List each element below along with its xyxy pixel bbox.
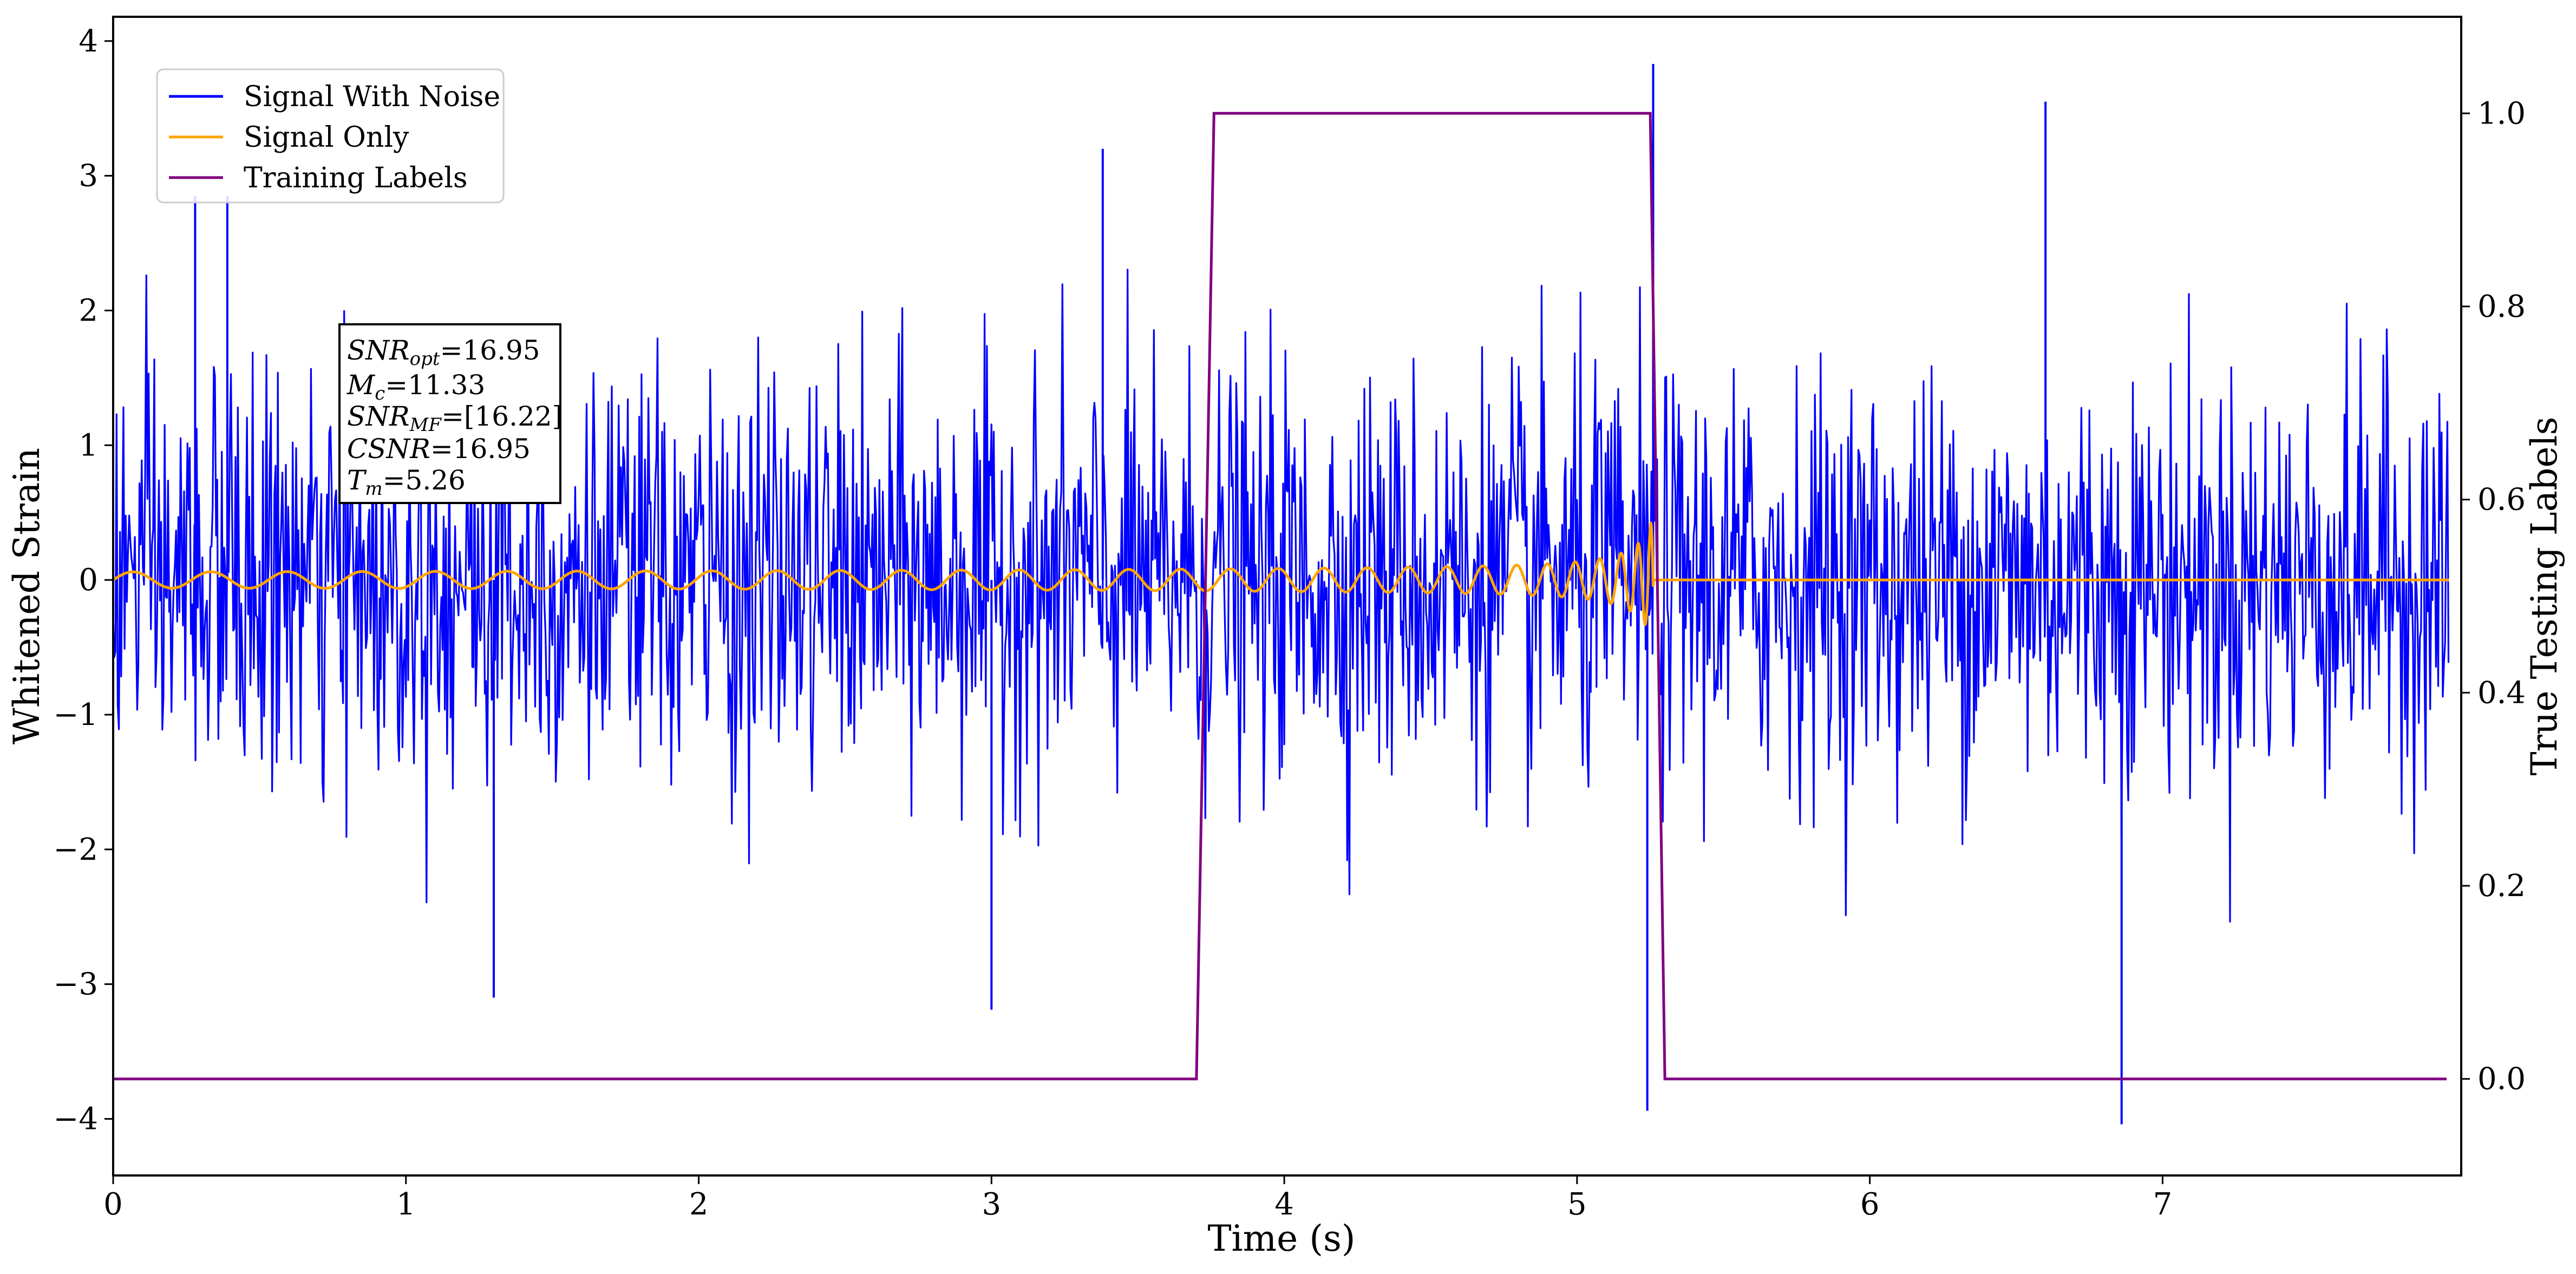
annotation-box: SNRopt=16.95 Mc=11.33 SNRMF=[16.22] CSNR…	[338, 323, 563, 504]
legend: Signal With Noise Signal Only Training L…	[156, 68, 505, 204]
x-tick-label: 6	[1860, 1187, 1880, 1222]
x-tick-label: 2	[689, 1187, 709, 1222]
y-axis-title: Whitened Strain	[6, 448, 48, 744]
y-tick-label: 1	[79, 428, 98, 463]
plot-frame	[112, 16, 2462, 1177]
y-tick-label: −2	[53, 832, 98, 867]
y2-tick-label: 0.4	[2477, 675, 2526, 710]
x-tick-label: 5	[1567, 1187, 1587, 1222]
signal-only-line	[113, 521, 2450, 626]
y-tick-label: 0	[79, 563, 98, 598]
y2-tick-label: 0.8	[2477, 289, 2526, 324]
y-tick-label: −1	[53, 697, 98, 733]
y-tick-label: 3	[79, 159, 98, 194]
legend-label-training-labels: Training Labels	[244, 162, 468, 194]
x-axis: 0 1 2 3 4 5 6 7	[103, 1175, 2172, 1222]
annotation-line-snr-opt: SNRopt=16.95	[347, 335, 540, 370]
y-tick-label: −3	[53, 967, 98, 1002]
y2-tick-label: 0.6	[2477, 482, 2526, 518]
y-tick-label: −4	[53, 1101, 98, 1136]
y-tick-label: 2	[79, 293, 98, 328]
y2-tick-label: 0.0	[2477, 1062, 2526, 1097]
annotation-frame	[338, 323, 561, 504]
series-signal-only	[113, 521, 2450, 626]
x-axis-title: Time (s)	[1207, 1218, 1355, 1259]
x-tick-label: 1	[396, 1187, 416, 1222]
training-labels-line	[113, 112, 2447, 1081]
x-tick-label: 7	[2153, 1187, 2173, 1222]
series-training-labels	[113, 112, 2447, 1081]
annotation-line-merger-time: Tm=5.26	[347, 465, 466, 500]
annotation-line-snr-mf: SNRMF=[16.22]	[347, 401, 563, 436]
x-tick-label: 3	[982, 1187, 1001, 1222]
x-tick-label: 0	[103, 1187, 123, 1222]
x-tick-label: 4	[1274, 1187, 1294, 1222]
annotation-line-csnr: CSNR=16.95	[347, 433, 531, 465]
legend-label-signal-only: Signal Only	[244, 121, 409, 154]
y-axis-left: −4 −3 −2 −1 0 1 2 3 4	[53, 24, 113, 1136]
y2-tick-label: 1.0	[2477, 96, 2526, 131]
legend-label-signal-with-noise: Signal With Noise	[244, 81, 500, 113]
y2-axis-title: True Testing Labels	[2523, 417, 2565, 776]
annotation-line-chirp-mass: Mc=11.33	[346, 369, 485, 404]
legend-box	[156, 68, 505, 204]
y-tick-label: 4	[79, 24, 98, 59]
y-axis-right: 0.0 0.2 0.4 0.6 0.8 1.0	[2461, 96, 2526, 1097]
y2-tick-label: 0.2	[2477, 868, 2526, 904]
